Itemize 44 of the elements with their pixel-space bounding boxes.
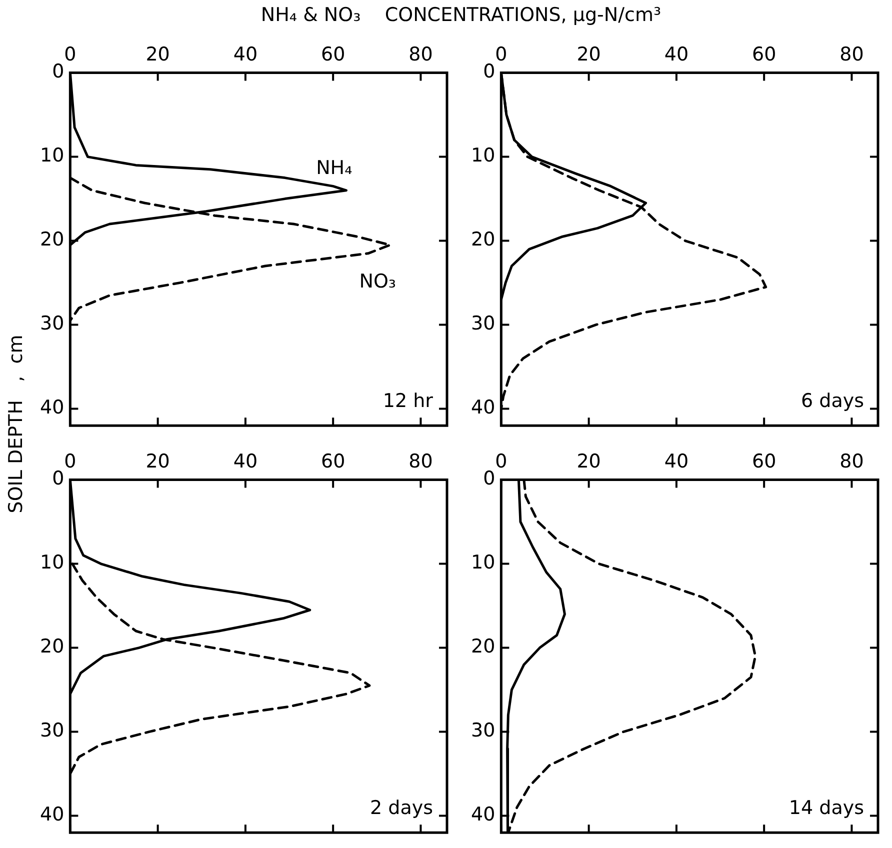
annotation: 14 days xyxy=(788,797,864,820)
x-tick-label: 40 xyxy=(233,43,258,66)
x-tick-label: 40 xyxy=(664,43,689,66)
x-tick-label: 60 xyxy=(752,43,776,66)
series-label: NO₃ xyxy=(359,270,396,292)
series-label: NH₄ xyxy=(316,156,353,179)
y-axis-title: SOIL DEPTH , cm xyxy=(5,334,27,514)
x-tick-label: 40 xyxy=(664,450,689,472)
y-tick-label: 30 xyxy=(470,312,496,335)
y-tick-label: 20 xyxy=(40,228,64,251)
x-tick-label: 80 xyxy=(408,43,433,66)
x-tick-label: 80 xyxy=(408,450,433,472)
y-tick-label: 0 xyxy=(483,60,496,83)
y-tick-label: 0 xyxy=(52,468,64,490)
y-tick-label: 40 xyxy=(470,396,496,419)
x-tick-label: 20 xyxy=(146,43,170,66)
x-tick-label: 20 xyxy=(576,450,601,472)
y-tick-label: 10 xyxy=(40,552,64,574)
annotation: 6 days xyxy=(801,390,864,412)
y-tick-label: 30 xyxy=(40,720,64,742)
x-tick-label: 20 xyxy=(146,450,170,472)
y-tick-label: 40 xyxy=(40,396,64,419)
x-tick-label: 60 xyxy=(320,450,346,472)
x-tick-label: 40 xyxy=(233,450,258,472)
annotation: 2 days xyxy=(370,797,433,820)
x-tick-label: 60 xyxy=(320,43,346,66)
y-tick-label: 20 xyxy=(470,228,496,251)
y-tick-label: 20 xyxy=(470,636,496,658)
y-tick-label: 30 xyxy=(470,720,496,742)
y-tick-label: 0 xyxy=(483,468,496,490)
y-tick-label: 20 xyxy=(40,636,64,658)
y-tick-label: 30 xyxy=(40,312,64,335)
x-tick-label: 60 xyxy=(752,450,776,472)
y-tick-label: 10 xyxy=(470,144,496,167)
y-tick-label: 40 xyxy=(40,804,64,826)
x-tick-label: 80 xyxy=(840,450,864,472)
y-tick-label: 10 xyxy=(470,552,496,574)
x-tick-label: 80 xyxy=(840,43,864,66)
y-tick-label: 10 xyxy=(40,144,64,167)
annotation: 12 hr xyxy=(382,390,434,412)
y-tick-label: 0 xyxy=(52,60,64,83)
x-tick-label: 20 xyxy=(576,43,601,66)
y-tick-label: 40 xyxy=(470,804,496,826)
chart-title: NH₄ & NO₃ CONCENTRATIONS, μg-N/cm³ xyxy=(260,4,662,26)
